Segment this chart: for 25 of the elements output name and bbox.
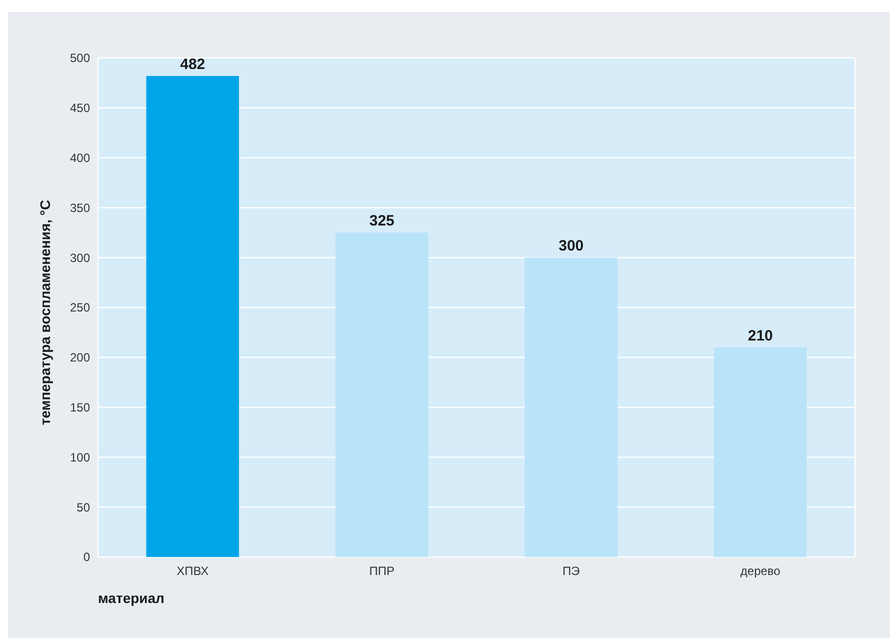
- y-tick-label: 100: [70, 450, 90, 464]
- y-axis-title: температура воспламенения, °C: [37, 200, 53, 426]
- bar: [714, 347, 807, 557]
- bar: [524, 258, 618, 557]
- y-tick-label: 400: [70, 151, 90, 165]
- y-tick-label: 300: [70, 250, 90, 265]
- bar: [336, 232, 428, 557]
- data-label: 210: [748, 327, 773, 344]
- x-tick-label: дерево: [740, 564, 781, 578]
- y-tick-label: 150: [70, 400, 90, 414]
- y-tick-label: 50: [76, 500, 90, 514]
- x-tick-label: ППР: [369, 564, 395, 578]
- x-tick-label: ХПВХ: [176, 564, 209, 578]
- data-label: 300: [558, 238, 584, 255]
- data-label: 482: [180, 56, 206, 73]
- y-tick-label: 350: [70, 200, 90, 215]
- y-tick-label: 200: [70, 350, 90, 365]
- y-tick-label: 500: [70, 51, 90, 66]
- y-tick-label: 250: [70, 300, 90, 315]
- y-tick-label: 450: [70, 101, 90, 116]
- y-tick-label: 0: [83, 550, 90, 564]
- x-tick-label: ПЭ: [562, 564, 580, 578]
- bar: [146, 76, 239, 557]
- x-axis-title: материал: [98, 590, 164, 606]
- data-label: 325: [369, 212, 394, 230]
